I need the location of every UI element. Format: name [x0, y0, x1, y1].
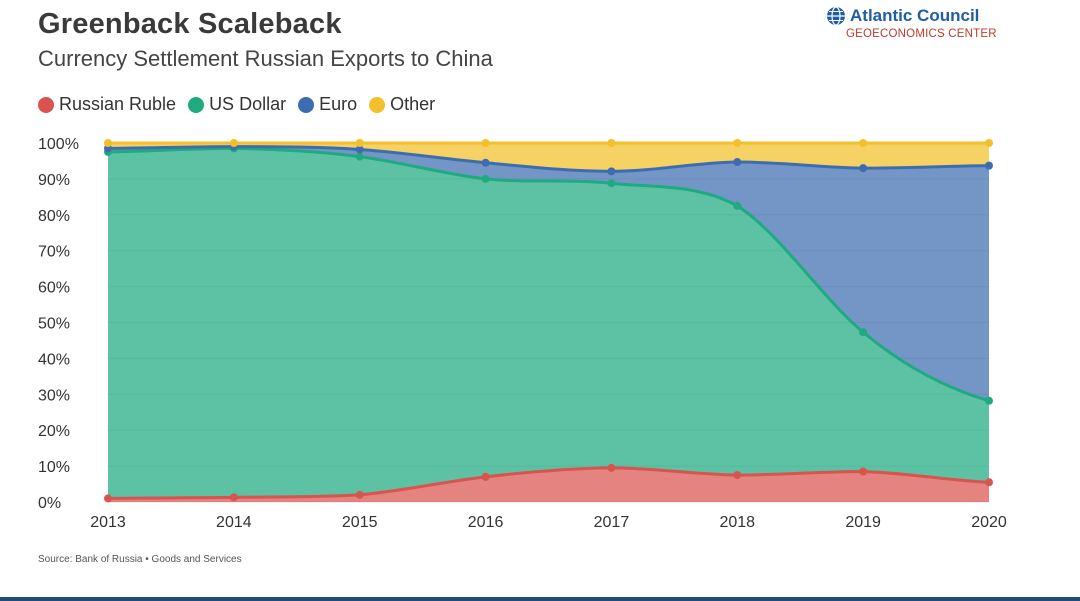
chart-title: Greenback Scaleback [38, 8, 342, 40]
bottom-rule [0, 597, 1080, 601]
y-tick-label: 60% [38, 280, 70, 297]
point-euro-2016 [481, 158, 490, 167]
legend-label-dollar: US Dollar [209, 94, 287, 114]
x-tick-label: 2013 [90, 514, 126, 531]
point-dollar-2015 [355, 152, 364, 161]
y-tick-label: 40% [38, 351, 70, 368]
point-euro-2020 [985, 161, 993, 170]
point-other-2017 [607, 139, 616, 147]
point-dollar-2016 [481, 174, 490, 183]
y-tick-label: 90% [38, 172, 70, 189]
legend-swatch-other [369, 96, 386, 113]
area-layers [108, 143, 989, 502]
point-other-2016 [481, 139, 490, 147]
legend-item-euro: Euro [298, 94, 357, 115]
legend-swatch-dollar [188, 96, 205, 113]
x-tick-label: 2019 [845, 514, 881, 531]
y-tick-label: 80% [38, 208, 70, 225]
point-other-2020 [985, 139, 993, 147]
x-tick-label: 2018 [719, 514, 755, 531]
y-tick-label: 20% [38, 423, 70, 440]
line-euro [107, 145, 990, 173]
point-ruble-2017 [607, 463, 616, 472]
point-ruble-2018 [733, 471, 742, 480]
area-other [108, 143, 989, 172]
legend-label-euro: Euro [319, 94, 358, 114]
point-dollar-2019 [859, 328, 868, 337]
legend-item-ruble: Russian Ruble [38, 94, 176, 115]
point-ruble-2019 [859, 467, 868, 476]
y-tick-label: 10% [38, 459, 70, 476]
point-dollar-2020 [985, 396, 993, 405]
legend-swatch-ruble [38, 96, 54, 113]
point-dollar-2017 [607, 179, 616, 188]
legend-swatch-euro [298, 96, 315, 113]
legend-label-ruble: Russian Ruble [59, 94, 177, 114]
point-euro-2017 [607, 167, 616, 176]
globe-icon [827, 6, 845, 26]
point-euro-2019 [859, 164, 868, 173]
point-ruble-2020 [985, 478, 993, 487]
chart-legend: Russian Ruble US Dollar Euro Other [38, 94, 447, 115]
point-other-2013 [104, 139, 112, 147]
point-other-2018 [733, 139, 742, 147]
y-tick-label: 30% [38, 387, 70, 404]
point-euro-2015 [355, 145, 364, 154]
y-tick-label: 0% [38, 495, 61, 512]
area-ruble [108, 467, 989, 502]
legend-item-dollar: US Dollar [188, 94, 286, 115]
point-other-2015 [355, 139, 364, 147]
point-other-2014 [229, 139, 238, 147]
point-ruble-2014 [229, 493, 238, 502]
stacked-area-chart: 0% 10% 20% 30% 40% 50% 60% 70% 80% 90% 100% 2013 201… [38, 136, 1007, 531]
x-tick-label: 2015 [342, 514, 378, 531]
series-lines [107, 141, 990, 500]
legend-label-other: Other [390, 94, 436, 114]
brand-logo: Atlantic Council GEOECONOMICS CENTER [826, 6, 1006, 40]
legend-item-other: Other [369, 94, 435, 115]
area-dollar [108, 148, 989, 499]
chart-subtitle: Currency Settlement Russian Exports to C… [38, 46, 493, 71]
x-tick-label: 2017 [594, 514, 630, 531]
series-markers [104, 139, 993, 503]
point-ruble-2016 [481, 472, 490, 481]
x-tick-label: 2014 [216, 514, 252, 531]
area-euro [108, 146, 989, 401]
point-other-2019 [859, 139, 868, 147]
point-dollar-2018 [733, 201, 742, 210]
point-ruble-2015 [355, 490, 364, 499]
brand-subtitle: GEOECONOMICS CENTER [846, 28, 997, 40]
line-dollar [107, 146, 990, 403]
point-ruble-2013 [104, 494, 112, 503]
x-tick-label: 2016 [468, 514, 504, 531]
y-tick-label: 50% [38, 316, 70, 333]
brand-name: Atlantic Council [850, 6, 980, 25]
y-tick-label: 100% [38, 136, 79, 153]
x-tick-label: 2020 [971, 514, 1007, 531]
point-euro-2018 [733, 158, 742, 167]
line-ruble [107, 466, 990, 500]
y-tick-label: 70% [38, 244, 70, 261]
source-note: Source: Bank of Russia • Goods and Servi… [38, 554, 242, 565]
